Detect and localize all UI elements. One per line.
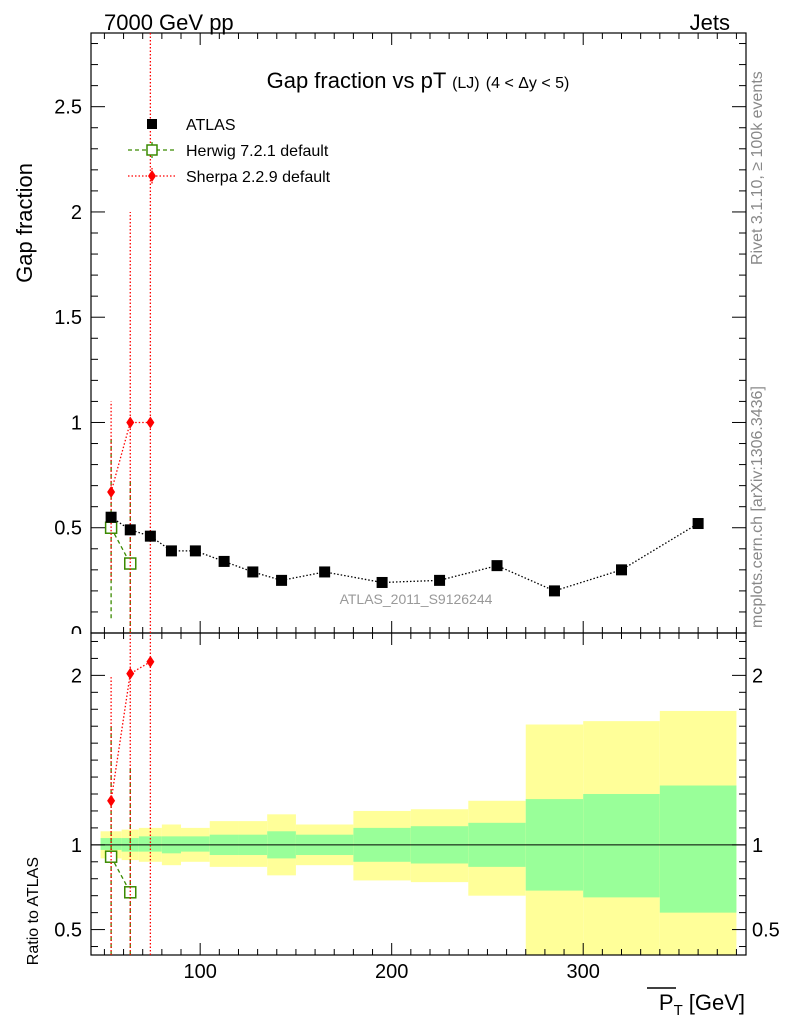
- ratio-band-green: [583, 794, 660, 898]
- sherpa-ratio-point: [146, 655, 155, 668]
- ratio-band-green: [100, 838, 122, 850]
- ratio-ylabel: Ratio to ATLAS: [25, 857, 42, 965]
- atlas-point: [276, 574, 288, 586]
- y-tick-label: 0.5: [54, 518, 82, 540]
- atlas-point: [616, 564, 628, 576]
- atlas-point: [491, 560, 503, 572]
- energy-label: 7000 GeV pp: [104, 10, 234, 35]
- ratio-y-tick-label-right: 0.5: [752, 920, 780, 942]
- x-axis-label: PT [GeV]: [659, 990, 745, 1019]
- chart-title-cut: (4 < Δy < 5): [486, 75, 570, 92]
- ratio-band-green: [138, 836, 162, 852]
- atlas-point: [548, 585, 560, 597]
- legend-herwig-label: Herwig 7.2.1 default: [186, 143, 329, 160]
- atlas-point: [692, 518, 704, 530]
- x-tick-label: 100: [183, 961, 216, 983]
- legend-atlas-label: ATLAS: [186, 117, 236, 134]
- atlas-point: [165, 545, 177, 557]
- chart-title-suffix: (LJ): [452, 75, 480, 92]
- x-tick-label: 200: [375, 961, 408, 983]
- process-label: Jets: [690, 10, 730, 35]
- sherpa-ratio-point: [107, 794, 116, 807]
- mcplots-side-label: mcplots.cern.ch [arXiv:1306.3436]: [749, 386, 766, 628]
- ratio-y-tick-label: 1: [71, 835, 82, 857]
- y-tick-label: 2: [71, 202, 82, 224]
- legend-atlas-marker: [147, 119, 157, 129]
- sherpa-line: [110, 421, 151, 493]
- analysis-id-label: ATLAS_2011_S9126244: [340, 591, 493, 607]
- atlas-point: [144, 530, 156, 542]
- sherpa-point: [126, 416, 135, 429]
- sherpa-ratio-line: [110, 661, 151, 801]
- atlas-point: [189, 545, 201, 557]
- atlas-point: [319, 566, 331, 578]
- sherpa-point: [146, 416, 155, 429]
- legend-sherpa-label: Sherpa 2.2.9 default: [186, 169, 331, 186]
- legend: ATLAS Herwig 7.2.1 default Sherpa 2.2.9 …: [128, 117, 331, 186]
- ratio-y-tick-label: 0.5: [54, 920, 82, 942]
- atlas-point: [434, 574, 446, 586]
- data-marks: [104, 33, 704, 955]
- top-ylabel: Gap fraction: [12, 163, 37, 283]
- rivet-side-label: Rivet 3.1.10, ≥ 100k events: [749, 71, 766, 265]
- ratio-band-green: [659, 785, 737, 913]
- x-axis-label-sub: T: [674, 1002, 683, 1019]
- atlas-point: [247, 566, 259, 578]
- ratio-y-tick-label-right: 1: [752, 835, 763, 857]
- sherpa-ratio-point: [126, 667, 135, 680]
- atlas-point: [124, 524, 136, 536]
- x-tick-label: 300: [567, 961, 600, 983]
- chart-title-main: Gap fraction vs pT: [267, 68, 446, 93]
- ratio-y-tick-label-right: 2: [752, 665, 763, 687]
- sherpa-point: [107, 485, 116, 498]
- ratio-band-green: [181, 836, 210, 852]
- x-axis-label-unit: [GeV]: [689, 990, 745, 1015]
- herwig-point: [124, 557, 137, 570]
- legend-sherpa-marker: [148, 170, 156, 182]
- y-tick-label: 1.5: [54, 307, 82, 329]
- x-axis-label-main: P: [659, 990, 674, 1015]
- atlas-point: [105, 511, 117, 523]
- zero-label-clip: [60, 634, 90, 642]
- y-tick-label: 1: [71, 412, 82, 434]
- legend-herwig-marker: [146, 144, 158, 156]
- atlas-point: [376, 576, 388, 588]
- atlas-point: [218, 555, 230, 567]
- ratio-y-tick-label: 2: [71, 665, 82, 687]
- y-tick-label: 2.5: [54, 97, 82, 119]
- chart-title: Gap fraction vs pT (LJ) (4 < Δy < 5): [267, 68, 570, 93]
- ratio-panel-bands: [91, 710, 746, 955]
- atlas-line: [110, 516, 699, 592]
